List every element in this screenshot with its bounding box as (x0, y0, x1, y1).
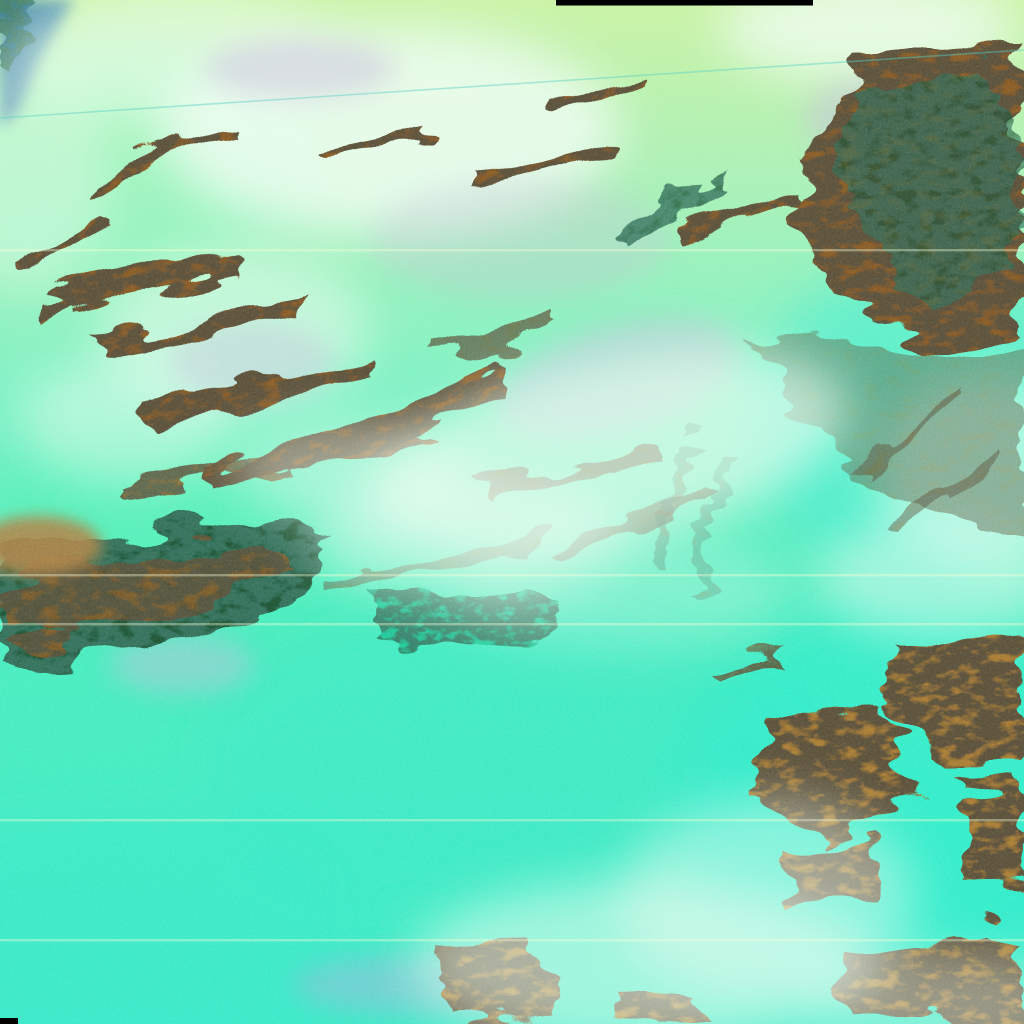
top-dropout-bar (556, 0, 813, 6)
dropout-artifacts (0, 0, 813, 1024)
bottom-left-dropout-bar (0, 1018, 18, 1024)
